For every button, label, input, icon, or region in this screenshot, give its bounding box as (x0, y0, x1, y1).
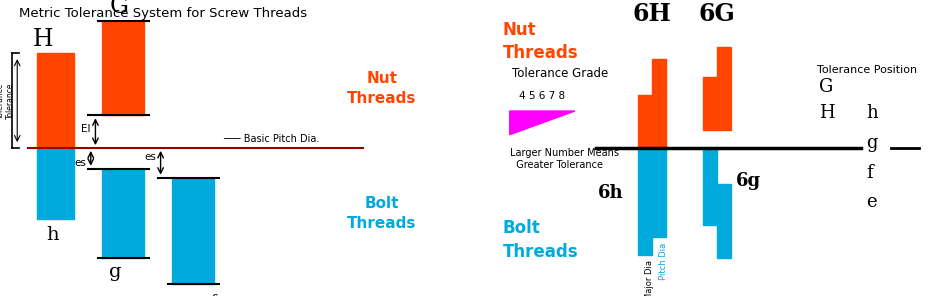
Text: es: es (74, 158, 86, 168)
Text: f: f (866, 164, 872, 182)
Text: e: e (177, 294, 189, 296)
Text: f: f (207, 294, 216, 296)
Bar (717, 47, 731, 130)
Text: EI: EI (81, 124, 90, 134)
Text: H: H (33, 28, 53, 51)
Text: Nut
Threads: Nut Threads (503, 21, 578, 62)
Bar (638, 95, 652, 148)
Bar (652, 59, 666, 148)
Bar (652, 148, 666, 237)
Polygon shape (510, 111, 575, 135)
Text: Bolt
Threads: Bolt Threads (347, 196, 416, 231)
Text: h: h (46, 226, 59, 244)
Text: e: e (866, 193, 876, 211)
Bar (102, 21, 144, 115)
Text: Major Dia: Major Dia (645, 260, 654, 296)
Bar (638, 148, 652, 255)
Text: or: or (191, 294, 206, 296)
Text: g: g (866, 134, 877, 152)
Bar (717, 184, 731, 258)
Text: es: es (144, 152, 155, 162)
Text: 6G: 6G (698, 2, 735, 26)
Text: Tolerance Grade: Tolerance Grade (512, 67, 608, 80)
Text: 6g: 6g (735, 173, 761, 191)
Text: ─── Basic Pitch Dia.: ─── Basic Pitch Dia. (223, 133, 320, 144)
Text: Pitch Dia: Pitch Dia (659, 243, 668, 280)
Text: Tolerance Position: Tolerance Position (816, 65, 917, 75)
Text: G: G (819, 78, 833, 96)
Text: g: g (109, 263, 121, 281)
Text: Tolerance
Tolerance: Tolerance Tolerance (0, 82, 15, 119)
Text: Larger Number Means
  Greater Tolerance: Larger Number Means Greater Tolerance (510, 148, 619, 170)
Text: Bolt
Threads: Bolt Threads (503, 219, 578, 261)
Bar (37, 148, 74, 219)
Text: 6H: 6H (632, 2, 671, 26)
Text: G: G (110, 0, 128, 18)
Bar (703, 77, 717, 130)
Bar (37, 53, 74, 148)
Text: 6h: 6h (598, 184, 624, 202)
Text: Metric Tolerance System for Screw Threads: Metric Tolerance System for Screw Thread… (19, 7, 306, 20)
Text: H: H (819, 104, 835, 123)
Bar (172, 178, 214, 284)
Text: h: h (866, 104, 878, 123)
Text: 4 5 6 7 8: 4 5 6 7 8 (519, 91, 565, 101)
Text: Nut
Threads: Nut Threads (347, 71, 416, 106)
Bar (102, 169, 144, 258)
Bar (703, 148, 717, 225)
